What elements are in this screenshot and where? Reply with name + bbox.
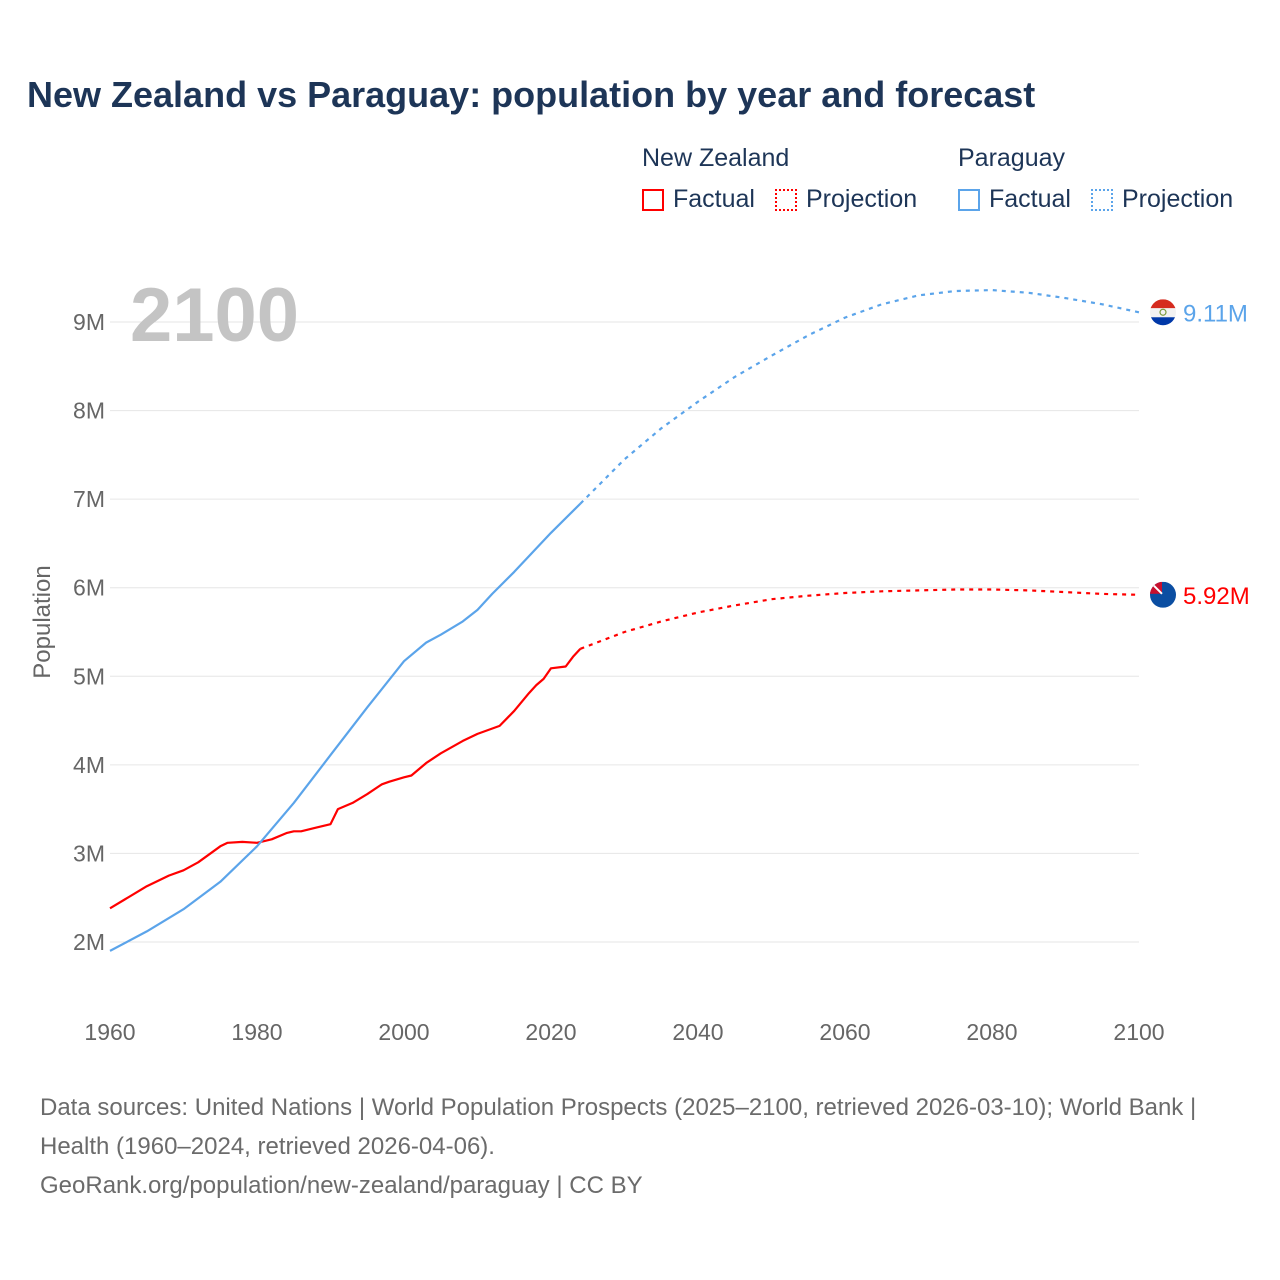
x-tick-label: 2100 bbox=[1113, 1019, 1164, 1045]
year-overlay: 2100 bbox=[130, 273, 299, 358]
legend-nz-projection[interactable]: Projection bbox=[775, 185, 917, 214]
legend-label: Factual bbox=[673, 185, 755, 213]
x-tick-label: 2000 bbox=[378, 1019, 429, 1045]
legend-nz-factual[interactable]: Factual bbox=[642, 185, 755, 214]
paraguay-end-label: 9.11M bbox=[1183, 300, 1248, 327]
legend-py-projection[interactable]: Projection bbox=[1091, 185, 1233, 214]
new-zealand-projection-line bbox=[580, 588, 1140, 650]
legend-group-paraguay: Paraguay bbox=[958, 144, 1066, 172]
y-axis-label: Population bbox=[29, 565, 56, 678]
legend-group-new-zealand: New Zealand bbox=[642, 144, 790, 172]
y-tick-label: 7M bbox=[73, 486, 105, 512]
legend-label: Factual bbox=[989, 185, 1071, 213]
legend-swatch-dotted bbox=[775, 188, 797, 211]
legend-swatch-solid bbox=[642, 188, 664, 211]
source-link[interactable]: GeoRank.org/population/new-zealand/parag… bbox=[40, 1172, 643, 1199]
legend-label: Projection bbox=[1122, 185, 1234, 213]
y-tick-label: 9M bbox=[73, 309, 105, 335]
chart-title: New Zealand vs Paraguay: population by y… bbox=[27, 74, 1036, 115]
y-tick-label: 4M bbox=[73, 752, 105, 778]
new-zealand-end-label: 5.92M bbox=[1183, 583, 1250, 610]
y-tick-label: 3M bbox=[73, 840, 105, 866]
x-tick-label: 2080 bbox=[966, 1019, 1017, 1045]
plot-area: 2M 3M 4M 5M 6M 7M 8M 9M 1960 1980 2000 2020 2040 2060… bbox=[29, 273, 1250, 1045]
footer: Data sources: United Nations | World Pop… bbox=[40, 1088, 1240, 1205]
y-tick-label: 2M bbox=[73, 929, 105, 955]
y-tick-label: 8M bbox=[73, 398, 105, 424]
paraguay-projection-line bbox=[579, 288, 1140, 505]
legend-label: Projection bbox=[806, 185, 918, 213]
x-tick-label: 1960 bbox=[84, 1019, 135, 1045]
new-zealand-factual-line bbox=[109, 648, 582, 910]
paraguay-flag-icon bbox=[1150, 299, 1176, 326]
x-tick-label: 2020 bbox=[525, 1019, 576, 1045]
x-tick-label: 1980 bbox=[231, 1019, 282, 1045]
y-tick-label: 5M bbox=[73, 663, 105, 689]
paraguay-factual-line bbox=[109, 502, 582, 952]
data-sources: Data sources: United Nations | World Pop… bbox=[40, 1094, 1197, 1160]
legend-swatch-dotted bbox=[1091, 188, 1113, 211]
new-zealand-flag-icon bbox=[1150, 581, 1176, 608]
legend-swatch-solid bbox=[958, 188, 980, 211]
x-tick-label: 2060 bbox=[819, 1019, 870, 1045]
y-tick-label: 6M bbox=[73, 575, 105, 601]
x-tick-label: 2040 bbox=[672, 1019, 723, 1045]
legend-py-factual[interactable]: Factual bbox=[958, 185, 1071, 214]
